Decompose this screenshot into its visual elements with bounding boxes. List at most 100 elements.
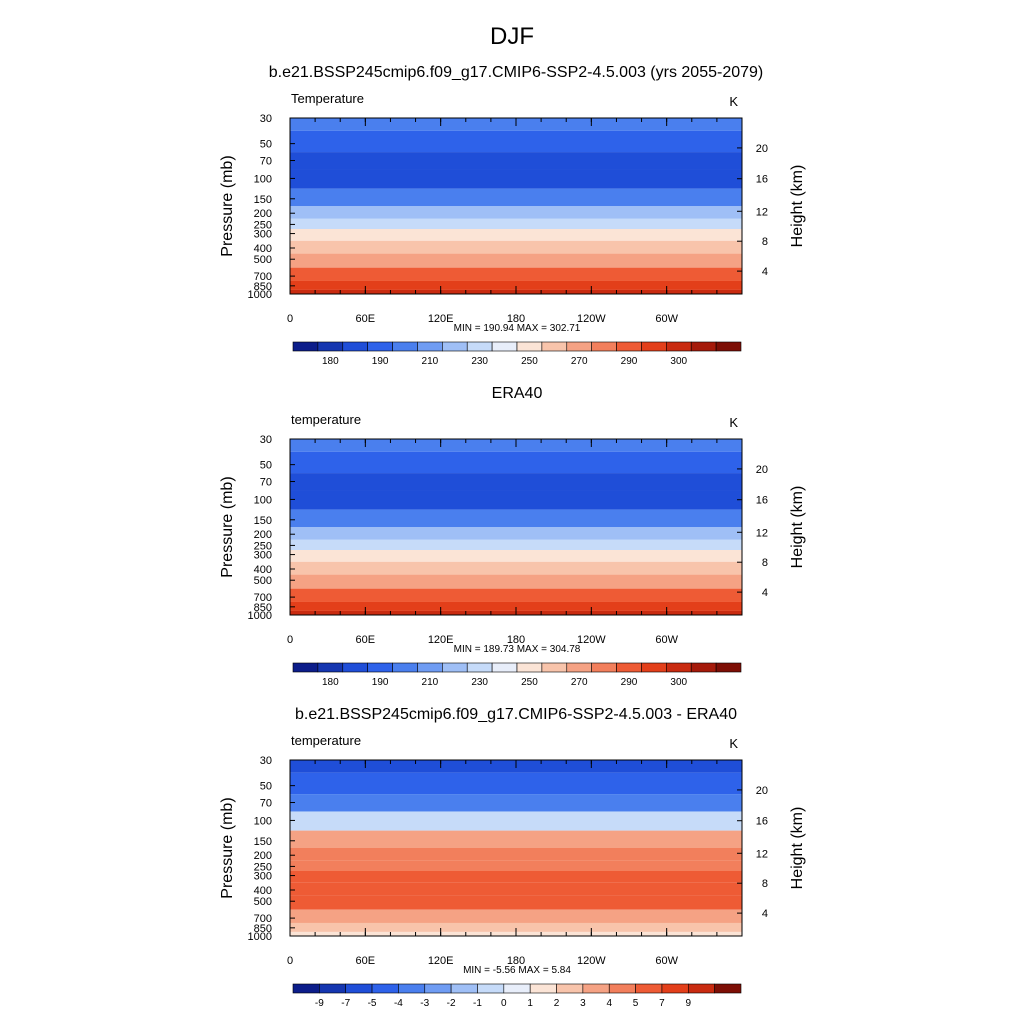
contour-band — [290, 253, 742, 268]
colorbar-swatch — [442, 341, 468, 352]
y-right-tick-label: 16 — [756, 816, 768, 828]
colorbar-label: 3 — [580, 998, 586, 1009]
contour-field — [290, 439, 742, 615]
y-tick-label: 250 — [254, 219, 272, 231]
x-tick-label: 0 — [287, 634, 293, 646]
panel-subtitle: temperature — [291, 412, 361, 427]
panel-1: b.e21.BSSP245cmip6.f09_g17.CMIP6-SSP2-4.… — [219, 64, 806, 367]
colorbar-swatch — [392, 341, 418, 352]
y-tick-label: 250 — [254, 861, 272, 873]
colorbar-label: 1 — [527, 998, 533, 1009]
contour-band — [290, 882, 742, 896]
contour-band — [290, 895, 742, 910]
y-tick-label: 1000 — [248, 289, 272, 301]
y-tick-label: 100 — [254, 815, 272, 827]
x-tick-label: 180 — [507, 313, 525, 325]
y-tick-label: 300 — [254, 550, 272, 562]
colorbar-label: 4 — [606, 998, 612, 1009]
y-tick-label: 400 — [254, 243, 272, 255]
y-tick-label: 200 — [254, 529, 272, 541]
colorbar-swatch — [367, 662, 393, 673]
colorbar-swatch — [491, 662, 518, 673]
contour-band — [290, 860, 742, 871]
colorbar-label: 9 — [686, 998, 692, 1009]
y-axis-label: Pressure (mb) — [219, 476, 236, 577]
colorbar-swatch — [292, 983, 320, 994]
y-right-axis-label: Height (km) — [789, 486, 806, 569]
colorbar-label: 7 — [659, 998, 665, 1009]
colorbar-swatch — [666, 662, 692, 673]
units-label: K — [729, 415, 738, 430]
contour-band — [290, 574, 742, 589]
colorbar-swatch — [417, 662, 443, 673]
contour-band — [290, 169, 742, 189]
y-tick-label: 30 — [260, 113, 272, 125]
colorbar-label: 230 — [471, 677, 488, 688]
contour-band — [290, 549, 742, 562]
colorbar-swatch — [292, 662, 319, 673]
contour-band — [290, 228, 742, 241]
x-tick-label: 0 — [287, 955, 293, 967]
contour-band — [290, 473, 742, 491]
contour-band — [290, 152, 742, 170]
colorbar-swatch — [319, 983, 347, 994]
colorbar-swatch — [616, 662, 642, 673]
colorbar-swatch — [466, 662, 493, 673]
colorbar-swatch — [529, 983, 557, 994]
y-right-tick-label: 4 — [762, 587, 768, 599]
x-tick-label: 60E — [356, 955, 376, 967]
contour-band — [290, 601, 742, 611]
contour-band — [290, 909, 742, 923]
y-tick-label: 300 — [254, 229, 272, 241]
colorbar-swatch — [477, 983, 505, 994]
y-tick-label: 700 — [254, 271, 272, 283]
colorbar-swatch — [635, 983, 663, 994]
y-tick-label: 50 — [260, 460, 272, 472]
y-tick-label: 70 — [260, 798, 272, 810]
y-tick-label: 1000 — [248, 931, 272, 943]
panel-3: b.e21.BSSP245cmip6.f09_g17.CMIP6-SSP2-4.… — [219, 706, 806, 1009]
x-tick-label: 180 — [507, 634, 525, 646]
y-tick-label: 100 — [254, 173, 272, 185]
colorbar-label: 180 — [322, 677, 339, 688]
x-tick-label: 120W — [577, 955, 606, 967]
y-tick-label: 250 — [254, 540, 272, 552]
x-tick-label: 0 — [287, 313, 293, 325]
colorbar-swatch — [317, 662, 344, 673]
colorbar-label: 300 — [670, 356, 687, 367]
contour-band — [290, 527, 742, 540]
colorbar-label: 270 — [571, 677, 588, 688]
y-tick-label: 500 — [254, 896, 272, 908]
contour-field — [290, 118, 742, 294]
colorbar-swatch — [516, 662, 543, 673]
y-tick-label: 700 — [254, 592, 272, 604]
y-tick-label: 200 — [254, 850, 272, 862]
colorbar-label: 190 — [372, 356, 389, 367]
figure-title: DJF — [490, 23, 534, 50]
colorbar-swatch — [566, 341, 592, 352]
contour-band — [290, 588, 742, 602]
y-tick-label: 500 — [254, 254, 272, 266]
min-max-label: MIN = -5.56 MAX = 5.84 — [463, 965, 571, 976]
y-axis-label: Pressure (mb) — [219, 797, 236, 898]
colorbar-label: 300 — [670, 677, 687, 688]
colorbar-swatch — [666, 341, 692, 352]
contour-band — [290, 218, 742, 229]
x-tick-label: 60E — [356, 313, 376, 325]
colorbar-label: 290 — [621, 677, 638, 688]
colorbar-label: 210 — [422, 356, 439, 367]
x-tick-label: 120W — [577, 313, 606, 325]
y-tick-label: 1000 — [248, 610, 272, 622]
panel-title: ERA40 — [492, 385, 543, 402]
panel-title: b.e21.BSSP245cmip6.f09_g17.CMIP6-SSP2-4.… — [269, 64, 764, 81]
x-tick-label: 120E — [428, 634, 454, 646]
contour-band — [290, 848, 742, 861]
y-right-tick-label: 20 — [756, 785, 768, 797]
y-axis-label: Pressure (mb) — [219, 155, 236, 256]
contour-band — [290, 451, 742, 474]
contour-band — [290, 772, 742, 795]
colorbar-swatch — [661, 983, 689, 994]
colorbar-swatch — [641, 662, 667, 673]
y-right-tick-label: 4 — [762, 908, 768, 920]
